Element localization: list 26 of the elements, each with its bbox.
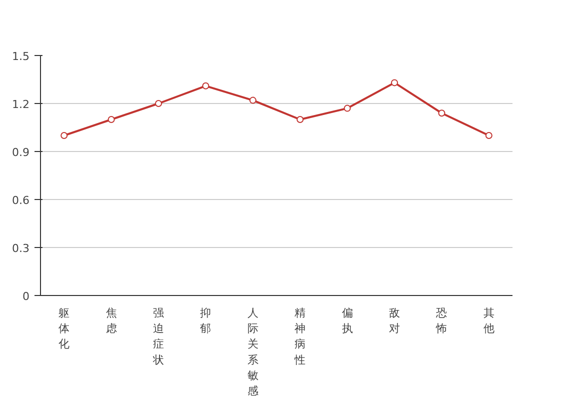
- point: [438, 110, 446, 117]
- x-tick-label: 精神病性: [294, 306, 306, 366]
- x-tick-label: 其他: [483, 306, 494, 336]
- point: [485, 132, 492, 139]
- point: [202, 82, 210, 90]
- x-tick-label: 焦虑: [106, 306, 117, 336]
- point: [108, 116, 115, 123]
- y-tick-label: 0: [22, 290, 30, 303]
- point: [391, 79, 398, 86]
- x-tick-label: 人际关系敏感: [247, 306, 258, 398]
- x-tick-label: 恐怖: [435, 306, 448, 336]
- x-tick-label: 偏执: [342, 306, 353, 336]
- point: [60, 132, 68, 139]
- x-tick-label: 躯体化: [58, 306, 70, 351]
- point: [155, 100, 162, 107]
- x-tick-label: 敌对: [389, 306, 400, 336]
- point: [344, 104, 351, 112]
- y-tick-label: 0.3: [12, 242, 30, 255]
- y-tick-label: 1.2: [12, 98, 30, 111]
- y-tick-label: 1.5: [12, 50, 30, 63]
- point: [296, 116, 304, 123]
- y-tick-label: 0.9: [12, 146, 30, 159]
- point: [249, 96, 256, 104]
- x-tick-label: 强迫症状: [152, 306, 164, 366]
- x-tick-label: 抑郁: [200, 306, 212, 336]
- y-tick-label: 0.6: [12, 194, 30, 207]
